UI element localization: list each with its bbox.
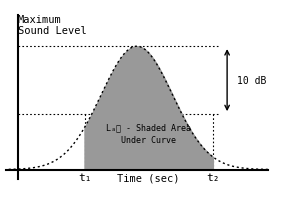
Text: Lₐᴇ - Shaded Area
Under Curve: Lₐᴇ - Shaded Area Under Curve xyxy=(106,123,191,144)
Text: t₂: t₂ xyxy=(206,172,219,182)
Text: Maximum: Maximum xyxy=(18,15,62,25)
Text: Sound Level: Sound Level xyxy=(18,26,87,36)
Text: Time (sec): Time (sec) xyxy=(117,172,180,182)
Text: 10 dB: 10 dB xyxy=(237,76,266,86)
Text: t₁: t₁ xyxy=(78,172,91,182)
